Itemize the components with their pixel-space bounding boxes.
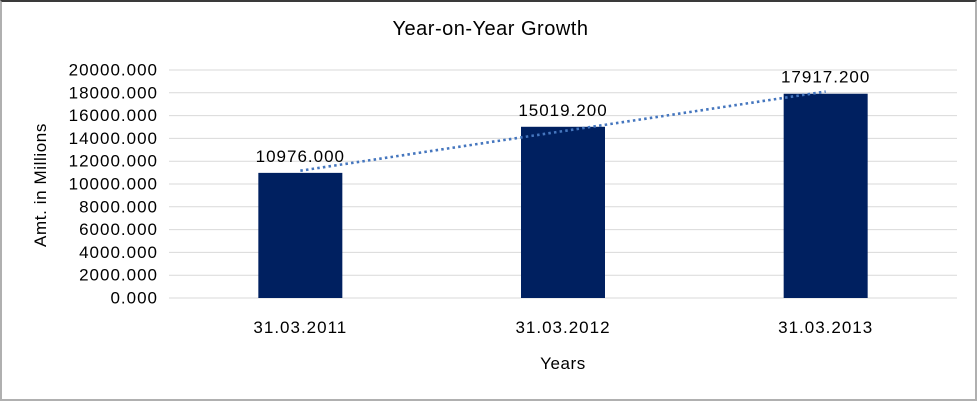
x-axis-title: Years xyxy=(540,354,586,373)
y-tick-label: 14000.000 xyxy=(69,129,158,148)
bar-value-label: 15019.200 xyxy=(518,101,607,120)
y-tick-label: 6000.000 xyxy=(79,220,158,239)
y-tick-label: 2000.000 xyxy=(79,266,158,285)
y-tick-label: 4000.000 xyxy=(79,243,158,262)
y-tick-label: 20000.000 xyxy=(69,61,158,80)
y-tick-label: 12000.000 xyxy=(69,152,158,171)
y-tick-label: 0.000 xyxy=(110,289,158,308)
y-tick-label: 18000.000 xyxy=(69,83,158,102)
bar xyxy=(258,172,343,298)
x-tick-label: 31.03.2011 xyxy=(253,318,347,337)
y-tick-label: 10000.000 xyxy=(69,175,158,194)
bar xyxy=(521,126,605,298)
x-tick-label: 31.03.2012 xyxy=(515,318,610,337)
y-tick-label: 16000.000 xyxy=(69,106,158,125)
y-tick-label: 8000.000 xyxy=(79,197,158,216)
x-tick-label: 31.03.2013 xyxy=(778,318,873,337)
bar xyxy=(783,93,868,298)
chart-title: Year-on-Year Growth xyxy=(392,18,589,40)
bar-value-label: 10976.000 xyxy=(256,147,345,166)
bar-value-label: 17917.200 xyxy=(781,68,870,87)
